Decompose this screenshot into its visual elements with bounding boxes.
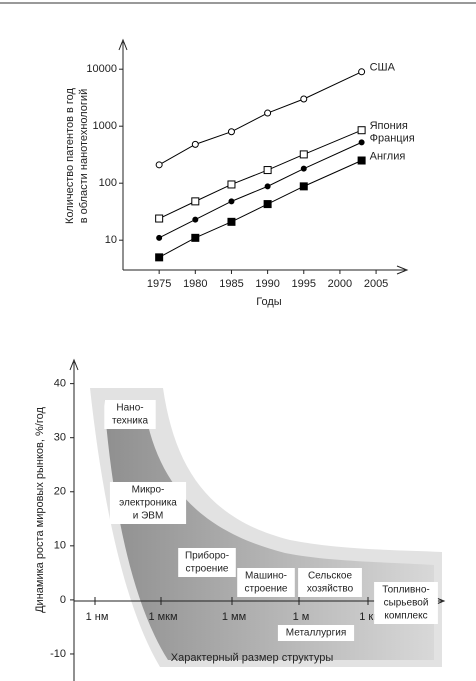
series-line bbox=[158, 160, 362, 258]
x-tick-label: 2005 bbox=[364, 278, 388, 290]
x-axis-label: Годы bbox=[256, 296, 282, 308]
label-box bbox=[104, 400, 156, 429]
marker bbox=[263, 166, 272, 175]
series-line bbox=[158, 129, 362, 219]
y-axis-label: Количество патентов в год bbox=[64, 87, 76, 224]
marker bbox=[155, 253, 164, 262]
x-tick-label: 1985 bbox=[219, 278, 243, 290]
marker bbox=[227, 217, 236, 226]
region-label: электроника bbox=[119, 498, 177, 509]
region-label: Топливно- bbox=[382, 585, 429, 596]
y-tick-label: 1000 bbox=[93, 120, 117, 132]
x-tick-label: 1980 bbox=[183, 278, 207, 290]
series-label: Англия bbox=[370, 150, 406, 162]
series-line bbox=[158, 141, 362, 239]
series-line bbox=[158, 71, 362, 166]
series-label: Франция bbox=[370, 132, 415, 144]
marker bbox=[155, 161, 163, 169]
region-label: строение bbox=[186, 564, 229, 575]
marker bbox=[227, 180, 236, 189]
marker bbox=[191, 140, 199, 148]
y-tick-label: 0 bbox=[60, 594, 66, 606]
x-tick-label: 1 нм bbox=[86, 611, 109, 623]
region-label: хозяйство bbox=[307, 584, 354, 595]
region-label: и ЭВМ bbox=[133, 511, 164, 522]
x-tick-label: 1990 bbox=[255, 278, 279, 290]
x-tick-label: 2000 bbox=[328, 278, 352, 290]
region-label: Сельское bbox=[308, 571, 353, 582]
region-label: Нано- bbox=[116, 403, 143, 414]
x-axis-label: Характерный размер структуры bbox=[171, 652, 334, 664]
region-label: строение bbox=[245, 584, 288, 595]
region-label: техника bbox=[112, 416, 149, 427]
x-tick-label: 1995 bbox=[292, 278, 316, 290]
y-tick-label: 100 bbox=[99, 177, 117, 189]
y-axis-label: в области нанотехнологий bbox=[78, 89, 90, 223]
label-box bbox=[298, 568, 362, 597]
marker bbox=[191, 197, 200, 206]
axes-top bbox=[118, 38, 409, 275]
marker bbox=[264, 109, 272, 117]
marker bbox=[155, 214, 164, 223]
marker bbox=[264, 183, 271, 190]
region-label: Машино- bbox=[245, 571, 287, 582]
marker bbox=[156, 234, 163, 241]
label-box bbox=[109, 482, 187, 524]
label-box bbox=[178, 548, 236, 577]
x-tick-label: 1 м bbox=[293, 611, 310, 623]
region-label: Приборо- bbox=[185, 550, 229, 562]
marker bbox=[191, 233, 200, 242]
y-tick-label: -10 bbox=[50, 648, 66, 660]
x-tick-label: 1 мм bbox=[222, 611, 246, 623]
region-label: комплекс bbox=[384, 611, 427, 622]
y-tick-label: 20 bbox=[54, 486, 66, 498]
label-box bbox=[237, 568, 295, 597]
region-label: Металлургия bbox=[286, 628, 346, 639]
axes-bottom bbox=[69, 358, 446, 681]
marker bbox=[300, 95, 308, 103]
marker bbox=[192, 216, 199, 223]
y-tick-label: 30 bbox=[54, 432, 66, 444]
series-label: Япония bbox=[370, 120, 408, 132]
marker bbox=[358, 139, 365, 146]
y-axis-label: Динамика роста мировых рынков, %/год bbox=[34, 407, 46, 613]
label-box bbox=[277, 625, 355, 641]
x-tick-label: 1975 bbox=[147, 278, 171, 290]
region-label: сырьевой bbox=[384, 598, 429, 609]
marker bbox=[263, 200, 272, 209]
label-box bbox=[374, 582, 438, 624]
y-tick-label: 10000 bbox=[86, 63, 117, 75]
marker bbox=[228, 198, 235, 205]
series-label: США bbox=[370, 62, 396, 74]
x-tick-label: 1 мкм bbox=[148, 611, 177, 623]
marker bbox=[357, 156, 366, 165]
marker bbox=[227, 128, 235, 136]
marker bbox=[300, 165, 307, 172]
y-tick-label: 40 bbox=[54, 378, 66, 390]
marker bbox=[357, 126, 366, 135]
marker bbox=[358, 68, 366, 76]
marker bbox=[299, 182, 308, 191]
region-label: Микро- bbox=[132, 485, 165, 496]
y-tick-label: 10 bbox=[105, 234, 117, 246]
y-tick-label: 10 bbox=[54, 540, 66, 552]
marker bbox=[299, 150, 308, 159]
